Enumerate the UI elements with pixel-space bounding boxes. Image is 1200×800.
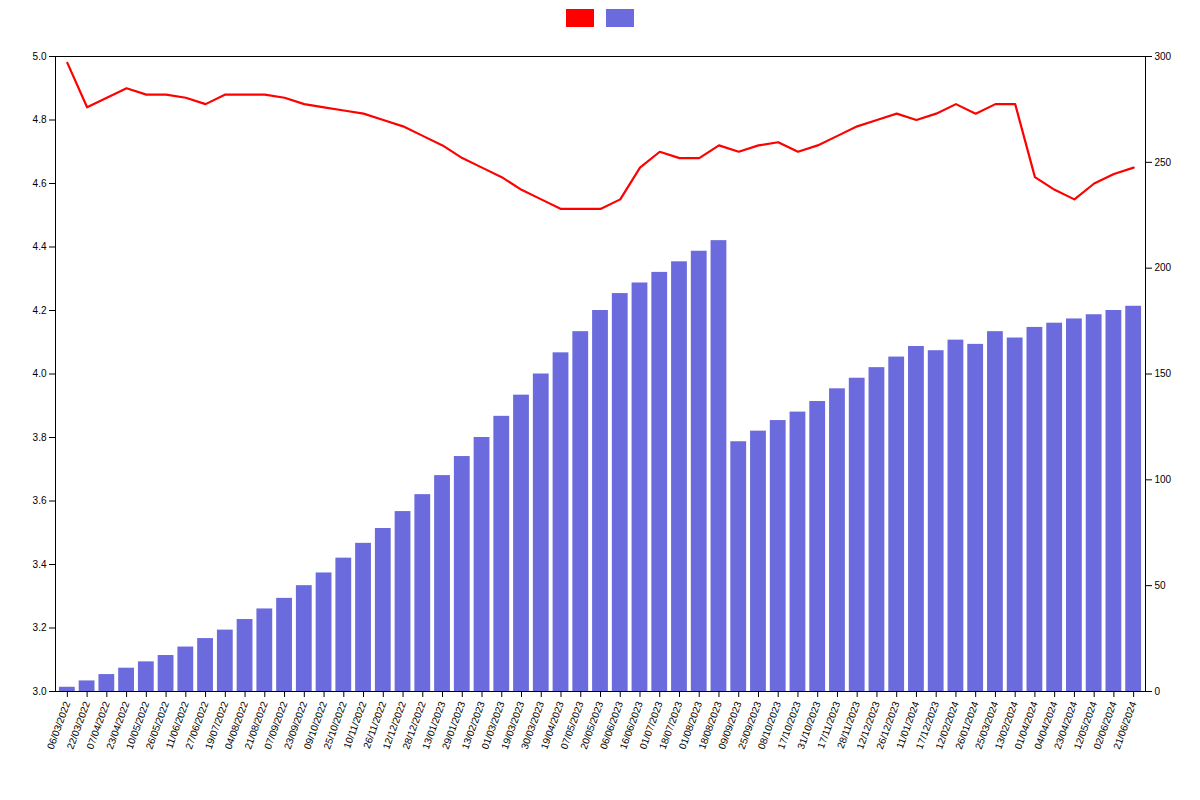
svg-text:04/08/2022: 04/08/2022 xyxy=(222,699,250,751)
svg-text:300: 300 xyxy=(1155,51,1172,62)
svg-text:07/09/2022: 07/09/2022 xyxy=(262,699,290,751)
svg-text:16/06/2023: 16/06/2023 xyxy=(617,699,645,751)
svg-text:23/09/2022: 23/09/2022 xyxy=(281,699,310,751)
svg-text:02/06/2024: 02/06/2024 xyxy=(1091,699,1119,751)
svg-text:09/10/2022: 09/10/2022 xyxy=(301,699,329,751)
svg-text:18/08/2023: 18/08/2023 xyxy=(696,699,724,751)
svg-text:30/03/2023: 30/03/2023 xyxy=(518,699,547,751)
svg-text:20/05/2023: 20/05/2023 xyxy=(577,699,606,751)
svg-text:13/02/2023: 13/02/2023 xyxy=(459,699,487,751)
svg-text:01/07/2023: 01/07/2023 xyxy=(637,699,665,751)
svg-text:19/03/2023: 19/03/2023 xyxy=(498,699,527,751)
svg-text:13/02/2024: 13/02/2024 xyxy=(992,699,1021,751)
svg-text:26/12/2023: 26/12/2023 xyxy=(874,699,902,751)
svg-text:12/12/2023: 12/12/2023 xyxy=(854,699,882,751)
svg-text:3.6: 3.6 xyxy=(33,495,47,506)
svg-text:31/10/2023: 31/10/2023 xyxy=(795,699,823,751)
svg-text:17/11/2023: 17/11/2023 xyxy=(815,699,843,750)
svg-text:100: 100 xyxy=(1155,474,1172,485)
svg-text:26/01/2024: 26/01/2024 xyxy=(953,699,981,751)
svg-text:01/03/2023: 01/03/2023 xyxy=(479,699,507,751)
svg-text:22/03/2022: 22/03/2022 xyxy=(64,699,92,751)
svg-text:13/01/2023: 13/01/2023 xyxy=(420,699,448,751)
svg-text:11/01/2024: 11/01/2024 xyxy=(894,699,922,750)
svg-text:01/04/2024: 01/04/2024 xyxy=(1012,699,1040,751)
svg-text:01/08/2023: 01/08/2023 xyxy=(676,699,705,751)
svg-text:150: 150 xyxy=(1155,368,1172,379)
svg-text:21/08/2022: 21/08/2022 xyxy=(242,699,270,751)
svg-text:4.8: 4.8 xyxy=(33,114,47,125)
svg-text:200: 200 xyxy=(1155,262,1172,273)
svg-text:4.4: 4.4 xyxy=(33,241,47,252)
svg-text:07/04/2022: 07/04/2022 xyxy=(84,699,112,751)
svg-text:28/12/2022: 28/12/2022 xyxy=(400,699,428,751)
svg-text:10/11/2022: 10/11/2022 xyxy=(341,699,369,750)
svg-text:26/05/2022: 26/05/2022 xyxy=(143,699,171,751)
svg-text:25/09/2023: 25/09/2023 xyxy=(735,699,764,751)
svg-text:29/01/2023: 29/01/2023 xyxy=(439,699,468,751)
svg-text:0: 0 xyxy=(1155,686,1161,697)
svg-text:250: 250 xyxy=(1155,157,1172,168)
svg-text:4.6: 4.6 xyxy=(33,178,47,189)
svg-text:12/02/2024: 12/02/2024 xyxy=(933,699,961,751)
svg-text:23/04/2022: 23/04/2022 xyxy=(104,699,132,751)
svg-text:50: 50 xyxy=(1155,580,1167,591)
svg-text:3.2: 3.2 xyxy=(33,622,47,633)
svg-text:25/10/2022: 25/10/2022 xyxy=(321,699,349,751)
svg-text:07/05/2023: 07/05/2023 xyxy=(558,699,586,751)
svg-text:11/06/2022: 11/06/2022 xyxy=(163,699,191,750)
svg-text:06/06/2023: 06/06/2023 xyxy=(597,699,626,751)
svg-text:06/03/2022: 06/03/2022 xyxy=(44,699,73,751)
svg-text:21/06/2024: 21/06/2024 xyxy=(1111,699,1139,750)
svg-text:17/12/2023: 17/12/2023 xyxy=(913,699,942,751)
svg-text:09/09/2023: 09/09/2023 xyxy=(716,699,744,751)
svg-text:12/05/2024: 12/05/2024 xyxy=(1071,699,1099,751)
svg-text:18/07/2023: 18/07/2023 xyxy=(656,699,685,751)
svg-text:10/05/2022: 10/05/2022 xyxy=(123,699,152,751)
svg-text:26/11/2022: 26/11/2022 xyxy=(361,699,389,750)
svg-text:4.0: 4.0 xyxy=(33,368,47,379)
svg-text:3.4: 3.4 xyxy=(33,559,47,570)
svg-text:28/11/2023: 28/11/2023 xyxy=(834,699,863,750)
svg-text:19/07/2022: 19/07/2022 xyxy=(202,699,231,751)
svg-text:27/06/2022: 27/06/2022 xyxy=(183,699,211,751)
svg-text:3.0: 3.0 xyxy=(33,686,47,697)
svg-text:23/04/2024: 23/04/2024 xyxy=(1051,699,1080,751)
svg-text:17/10/2023: 17/10/2023 xyxy=(775,699,803,751)
svg-text:12/12/2022: 12/12/2022 xyxy=(380,699,408,751)
svg-text:08/10/2023: 08/10/2023 xyxy=(755,699,784,751)
svg-text:19/04/2023: 19/04/2023 xyxy=(538,699,566,751)
svg-text:4.2: 4.2 xyxy=(33,305,47,316)
svg-text:25/03/2024: 25/03/2024 xyxy=(972,699,1001,751)
svg-text:3.8: 3.8 xyxy=(33,432,47,443)
svg-text:04/04/2024: 04/04/2024 xyxy=(1032,699,1060,751)
svg-text:5.0: 5.0 xyxy=(33,51,47,62)
